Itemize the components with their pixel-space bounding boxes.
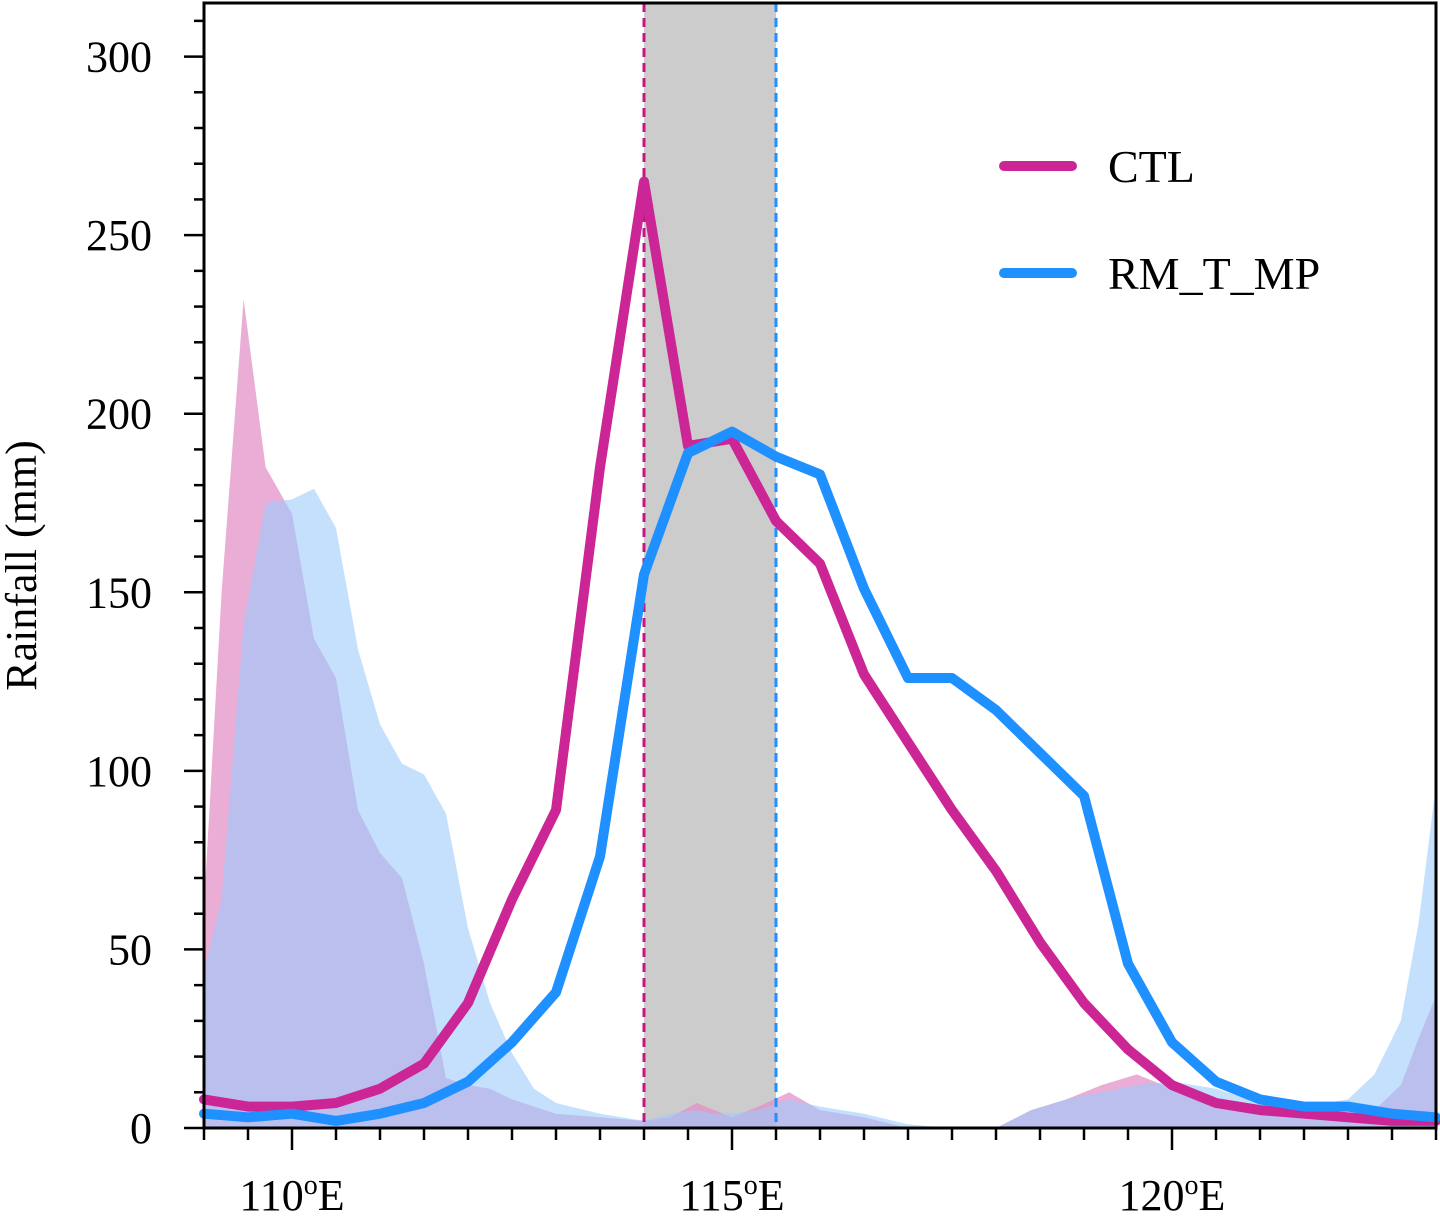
- y-tick-label: 50: [108, 925, 152, 974]
- y-tick-label: 250: [86, 211, 152, 260]
- legend-label-ctl: CTL: [1108, 141, 1195, 192]
- series-line-layer: [199, 176, 1440, 1126]
- series-line-ctl: [199, 176, 1440, 1126]
- y-tick-label: 0: [130, 1104, 152, 1153]
- y-axis: 0 50 100 150 200 250 300: [86, 19, 204, 1153]
- y-axis-label: Rainfall (mm): [0, 440, 46, 691]
- x-axis: 110oE 115oE 120oE: [202, 1128, 1438, 1220]
- shaded-band: [644, 3, 776, 1128]
- area-layer: [204, 299, 1436, 1128]
- shaded-band-layer: [644, 3, 776, 1128]
- x-tick-label: 110oE: [239, 1170, 344, 1220]
- series-line-rm-t-mp: [199, 426, 1440, 1126]
- x-tick-label: 115oE: [679, 1170, 784, 1220]
- legend: CTL RM_T_MP: [999, 141, 1320, 299]
- y-tick-label: 200: [86, 390, 152, 439]
- y-tick-label: 300: [86, 33, 152, 82]
- area-rm-t-mp: [204, 488, 1436, 1128]
- y-tick-label: 150: [86, 568, 152, 617]
- legend-label-rm-t-mp: RM_T_MP: [1108, 248, 1320, 299]
- y-tick-label: 100: [86, 747, 152, 796]
- x-tick-label: 120oE: [1119, 1170, 1226, 1220]
